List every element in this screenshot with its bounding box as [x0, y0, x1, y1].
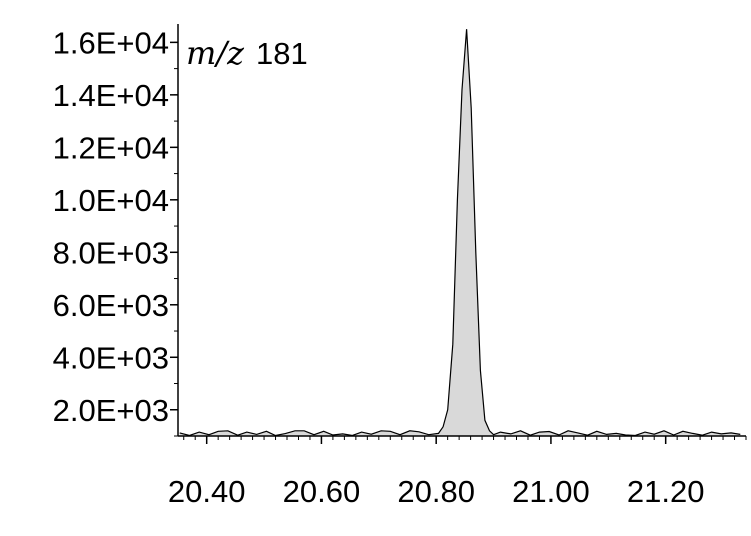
mz-value: 181: [256, 36, 308, 71]
peak-area: [179, 29, 741, 436]
x-axis-ticks: 20.40 20.60 20.80 21.00 21.20: [168, 436, 747, 509]
x-tick-label: 21.00: [512, 474, 590, 509]
y-tick-label: 4.0E+03: [53, 340, 169, 375]
x-tick-label: 20.60: [283, 474, 361, 509]
y-tick-label: 2.0E+03: [53, 393, 169, 428]
mz-label: m/z: [186, 34, 245, 72]
x-tick-label: 20.40: [168, 474, 246, 509]
x-tick-label: 20.80: [397, 474, 475, 509]
y-tick-label: 1.0E+04: [53, 183, 169, 218]
plot-area: [179, 29, 741, 437]
y-tick-label: 8.0E+03: [53, 235, 169, 270]
y-tick-label: 1.6E+04: [53, 25, 169, 60]
y-tick-label: 1.4E+04: [53, 78, 169, 113]
mz-annotation: m/z 181: [186, 34, 308, 72]
trace-line: [179, 29, 741, 437]
x-tick-label: 21.20: [627, 474, 705, 509]
y-axis-ticks: 2.0E+03 4.0E+03 6.0E+03 8.0E+03 1.0E+04 1.2E+…: [53, 25, 178, 437]
y-tick-label: 6.0E+03: [53, 288, 169, 323]
y-tick-label: 1.2E+04: [53, 130, 169, 165]
